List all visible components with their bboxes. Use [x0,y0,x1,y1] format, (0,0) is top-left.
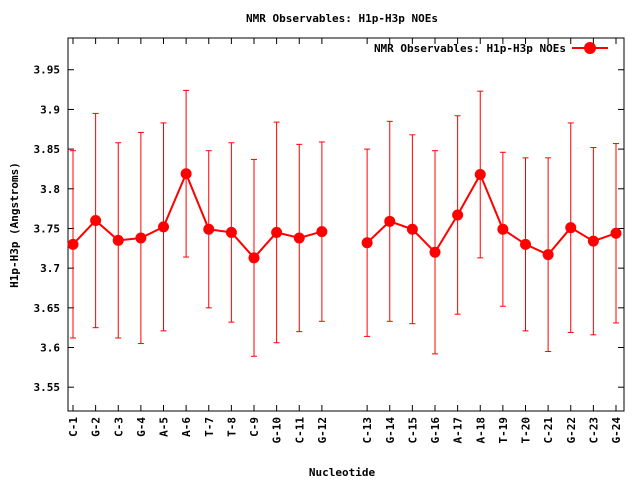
data-point [610,227,622,239]
y-tick-label: 3.7 [40,262,60,275]
data-point [542,249,554,261]
x-tick-label: C-13 [361,417,374,444]
x-axis-label: Nucleotide [309,466,376,479]
data-point [180,168,192,180]
x-tick-label: C-1 [67,417,80,437]
data-point [520,238,531,250]
data-point [429,246,441,258]
x-axis-ticks: C-1 G-2 C-3 G-4 A-5 A-6 T-7 T-8 C-9 G-10 C-11 G-12 C… [67,38,623,444]
data-point [361,237,373,249]
data-point [587,235,599,247]
y-tick-label: 3.9 [40,103,60,116]
data-point [406,223,418,235]
data-point [316,226,328,238]
x-tick-label: C-3 [112,417,125,437]
data-point [158,221,169,233]
x-tick-label: T-7 [203,417,216,437]
x-tick-label: T-19 [497,417,510,444]
error-bars [70,89,619,357]
x-tick-label: C-21 [542,417,555,444]
x-tick-label: G-22 [565,417,578,444]
x-tick-label: G-14 [384,417,397,444]
x-tick-label: G-24 [610,417,623,444]
data-point [384,215,396,227]
x-tick-label: G-4 [135,417,148,437]
legend: NMR Observables: H1p-H3p NOEs [374,42,608,55]
y-tick-label: 3.75 [34,222,61,235]
plot-frame [67,37,625,412]
data-point [497,223,509,235]
data-point [112,234,124,246]
x-tick-label: G-10 [271,417,284,444]
data-point [203,223,215,235]
data-point [67,238,79,250]
data-point [225,226,237,238]
data-point [452,209,464,221]
y-tick-label: 3.6 [40,342,60,355]
x-tick-label: G-2 [90,417,103,437]
y-tick-label: 3.65 [34,302,61,315]
y-axis-ticks: 3.55 3.6 3.65 3.7 3.75 3.8 3.85 3.9 3.95 [34,64,624,394]
x-tick-label: C-15 [406,417,419,444]
series-lines [72,171,617,260]
data-point [565,222,577,234]
x-tick-label: A-6 [180,417,193,437]
data-point [271,226,283,238]
x-tick-label: C-9 [248,417,261,437]
x-tick-label: A-17 [452,417,465,444]
x-tick-label: C-23 [587,417,600,444]
data-point [474,169,486,181]
x-tick-label: C-11 [293,417,306,444]
x-tick-label: A-5 [158,417,171,437]
series-line-segment [366,172,617,256]
y-axis-label: H1p-H3p (Angstroms) [8,162,21,288]
data-point [90,215,102,227]
y-tick-label: 3.95 [34,64,61,77]
x-tick-label: A-18 [474,417,487,444]
x-tick-label: T-8 [225,417,238,437]
x-tick-label: T-20 [520,417,533,444]
x-tick-label: G-16 [429,417,442,444]
y-tick-label: 3.85 [34,143,61,156]
data-points [67,168,622,264]
x-tick-label: G-12 [316,417,329,444]
data-point [248,252,260,264]
data-point [135,232,147,244]
y-tick-label: 3.8 [40,183,60,196]
legend-point-sample [584,42,596,54]
legend-label: NMR Observables: H1p-H3p NOEs [374,42,566,55]
data-point [293,232,305,244]
y-tick-label: 3.55 [34,381,61,394]
chart-title: NMR Observables: H1p-H3p NOEs [246,12,438,25]
series-line-segment [72,171,323,260]
